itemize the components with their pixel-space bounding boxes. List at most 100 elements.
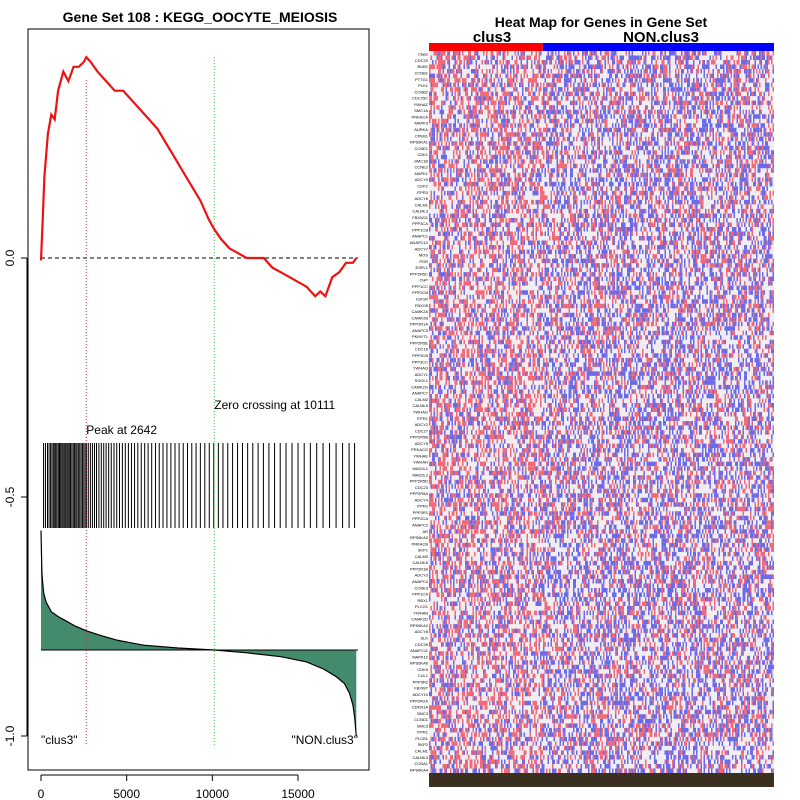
heatmap-row-blue	[429, 583, 770, 589]
heatmap-row-blue	[430, 82, 770, 88]
heatmap-row-label: RPS6KA6	[410, 661, 429, 666]
heatmap-row-blue	[430, 150, 774, 155]
heatmap-row-red	[430, 335, 767, 340]
heatmap-row-red	[429, 475, 774, 480]
heatmap-row-red	[429, 308, 774, 313]
heatmap-row-red	[432, 317, 767, 322]
heatmap-row-red	[432, 240, 773, 246]
heatmap-row-red	[429, 380, 768, 385]
heatmap-row-label: ITPR1	[417, 730, 429, 735]
heatmap-row-blue	[433, 425, 771, 431]
heatmap-row-red	[432, 764, 768, 769]
heatmap-row-red	[430, 267, 774, 273]
heatmap-row-label: CDC25C	[412, 96, 428, 101]
heatmap-row-label: CCND1	[414, 717, 429, 722]
heatmap-row-red	[438, 272, 756, 277]
heatmap-row-red	[430, 195, 771, 200]
heatmap-row-label: CALM1	[415, 202, 429, 207]
heatmap-row-blue	[433, 109, 761, 115]
heatmap-row-label: PTTG1	[415, 77, 429, 82]
heatmap-row-red	[432, 718, 764, 724]
heatmap-row-red	[429, 642, 773, 647]
heatmap-row-blue	[447, 592, 774, 598]
heatmap-group-label-non-clus3: NON.clus3	[623, 29, 699, 46]
heatmap-row-blue	[430, 579, 764, 584]
heatmap-row-labels: ClassCDC20BUB1CCNB1PTTG1PLK1CCNB2CDC25CY…	[410, 52, 429, 773]
heatmap-row-label: PPP2R5C	[410, 271, 428, 276]
heatmap-row-blue	[430, 718, 768, 724]
heatmap-row-red	[445, 330, 774, 336]
heatmap-row-red	[429, 150, 768, 155]
heatmap-row-label: ANAPC7	[412, 391, 429, 396]
heatmap-row-blue	[430, 714, 767, 719]
heatmap-row-blue	[432, 258, 768, 264]
heatmap-row-label: CDK9	[417, 667, 428, 672]
heatmap-row-blue	[432, 736, 773, 742]
heatmap-row-blue	[430, 484, 774, 489]
heatmap-row-label: SMC1A	[414, 108, 428, 113]
heatmap-row-label: IGF1R	[416, 297, 428, 302]
y-tick-label: 0.0	[3, 249, 17, 266]
heatmap-row-blue	[436, 339, 774, 345]
heatmap-row-blue	[430, 439, 768, 444]
heatmap-cells	[429, 51, 774, 774]
heatmap-row-blue	[429, 73, 765, 79]
heatmap-row-blue	[432, 700, 774, 706]
heatmap-row-blue	[433, 412, 770, 417]
heatmap-row-label: CDC26	[415, 642, 429, 647]
heatmap-row-blue	[430, 556, 773, 561]
heatmap-row-red	[429, 393, 770, 399]
heatmap-row-label: PPP2R1B	[410, 567, 428, 572]
heatmap-row-red	[430, 366, 774, 372]
heatmap-row-label: ITPR3	[417, 190, 429, 195]
heatmap-row-label: RPS6KA1	[410, 140, 429, 145]
heatmap-row-label: PRKACA	[412, 114, 429, 119]
heatmap-row-label: YWHAQ	[413, 366, 428, 371]
heatmap-row-red	[430, 190, 774, 196]
heatmap-row-red	[430, 55, 773, 61]
heatmap-row-red	[429, 651, 771, 656]
heatmap-row-label: PPP2CA	[412, 516, 428, 521]
heatmap-row-blue	[438, 651, 774, 656]
heatmap-row-red	[429, 759, 773, 765]
heatmap-row-label: ESPL1	[416, 265, 429, 270]
heatmap-row-blue	[441, 114, 774, 119]
heatmap-row-label: CDC27	[415, 428, 429, 433]
heatmap-row-blue	[435, 515, 773, 521]
heatmap-row-blue	[442, 186, 768, 191]
heatmap-panel: Heat Map for Genes in Gene Set clus3 NON…	[410, 14, 774, 787]
heatmap-row-blue	[432, 452, 774, 458]
heatmap-row-red	[429, 285, 762, 291]
heatmap-row-label: AURKA	[414, 127, 428, 132]
heatmap-row-blue	[432, 628, 773, 634]
x-tick-label: 0	[38, 787, 45, 800]
heatmap-row-blue	[433, 195, 764, 200]
heatmap-row-red	[430, 633, 765, 638]
heatmap-row-red	[429, 434, 752, 440]
heatmap-row-label: ITPR2	[417, 504, 429, 509]
heatmap-class-bar-clus3	[429, 43, 543, 51]
heatmap-row-blue	[430, 321, 770, 327]
heatmap-row-blue	[429, 218, 770, 223]
heatmap-row-red	[429, 118, 768, 124]
heatmap-row-label: ADCY7	[415, 246, 429, 251]
heatmap-row-blue	[432, 457, 773, 462]
heatmap-row-blue	[432, 637, 773, 643]
heatmap-row-label: YWHAB	[413, 610, 428, 615]
heatmap-row-label: SMC3	[417, 711, 429, 716]
heatmap-row-blue	[429, 245, 770, 250]
heatmap-row-label: CCNE2	[414, 165, 428, 170]
heatmap-row-blue	[435, 669, 771, 674]
heatmap-row-label: FBXW11	[412, 215, 428, 220]
heatmap-row-blue	[432, 655, 773, 661]
heatmap-row-label: ANAPC1	[412, 234, 429, 239]
heatmap-row-blue	[433, 664, 774, 670]
heatmap-row-blue	[430, 461, 768, 467]
heatmap-row-label: CCNE3	[414, 585, 428, 590]
heatmap-row-label: CALM1	[415, 749, 429, 754]
heatmap-row-label: PPP2R1A	[410, 322, 428, 327]
heatmap-row-blue	[429, 91, 765, 97]
heatmap-row-red	[430, 619, 770, 625]
heatmap-row-blue	[435, 466, 773, 471]
heatmap-row-red	[430, 236, 774, 241]
